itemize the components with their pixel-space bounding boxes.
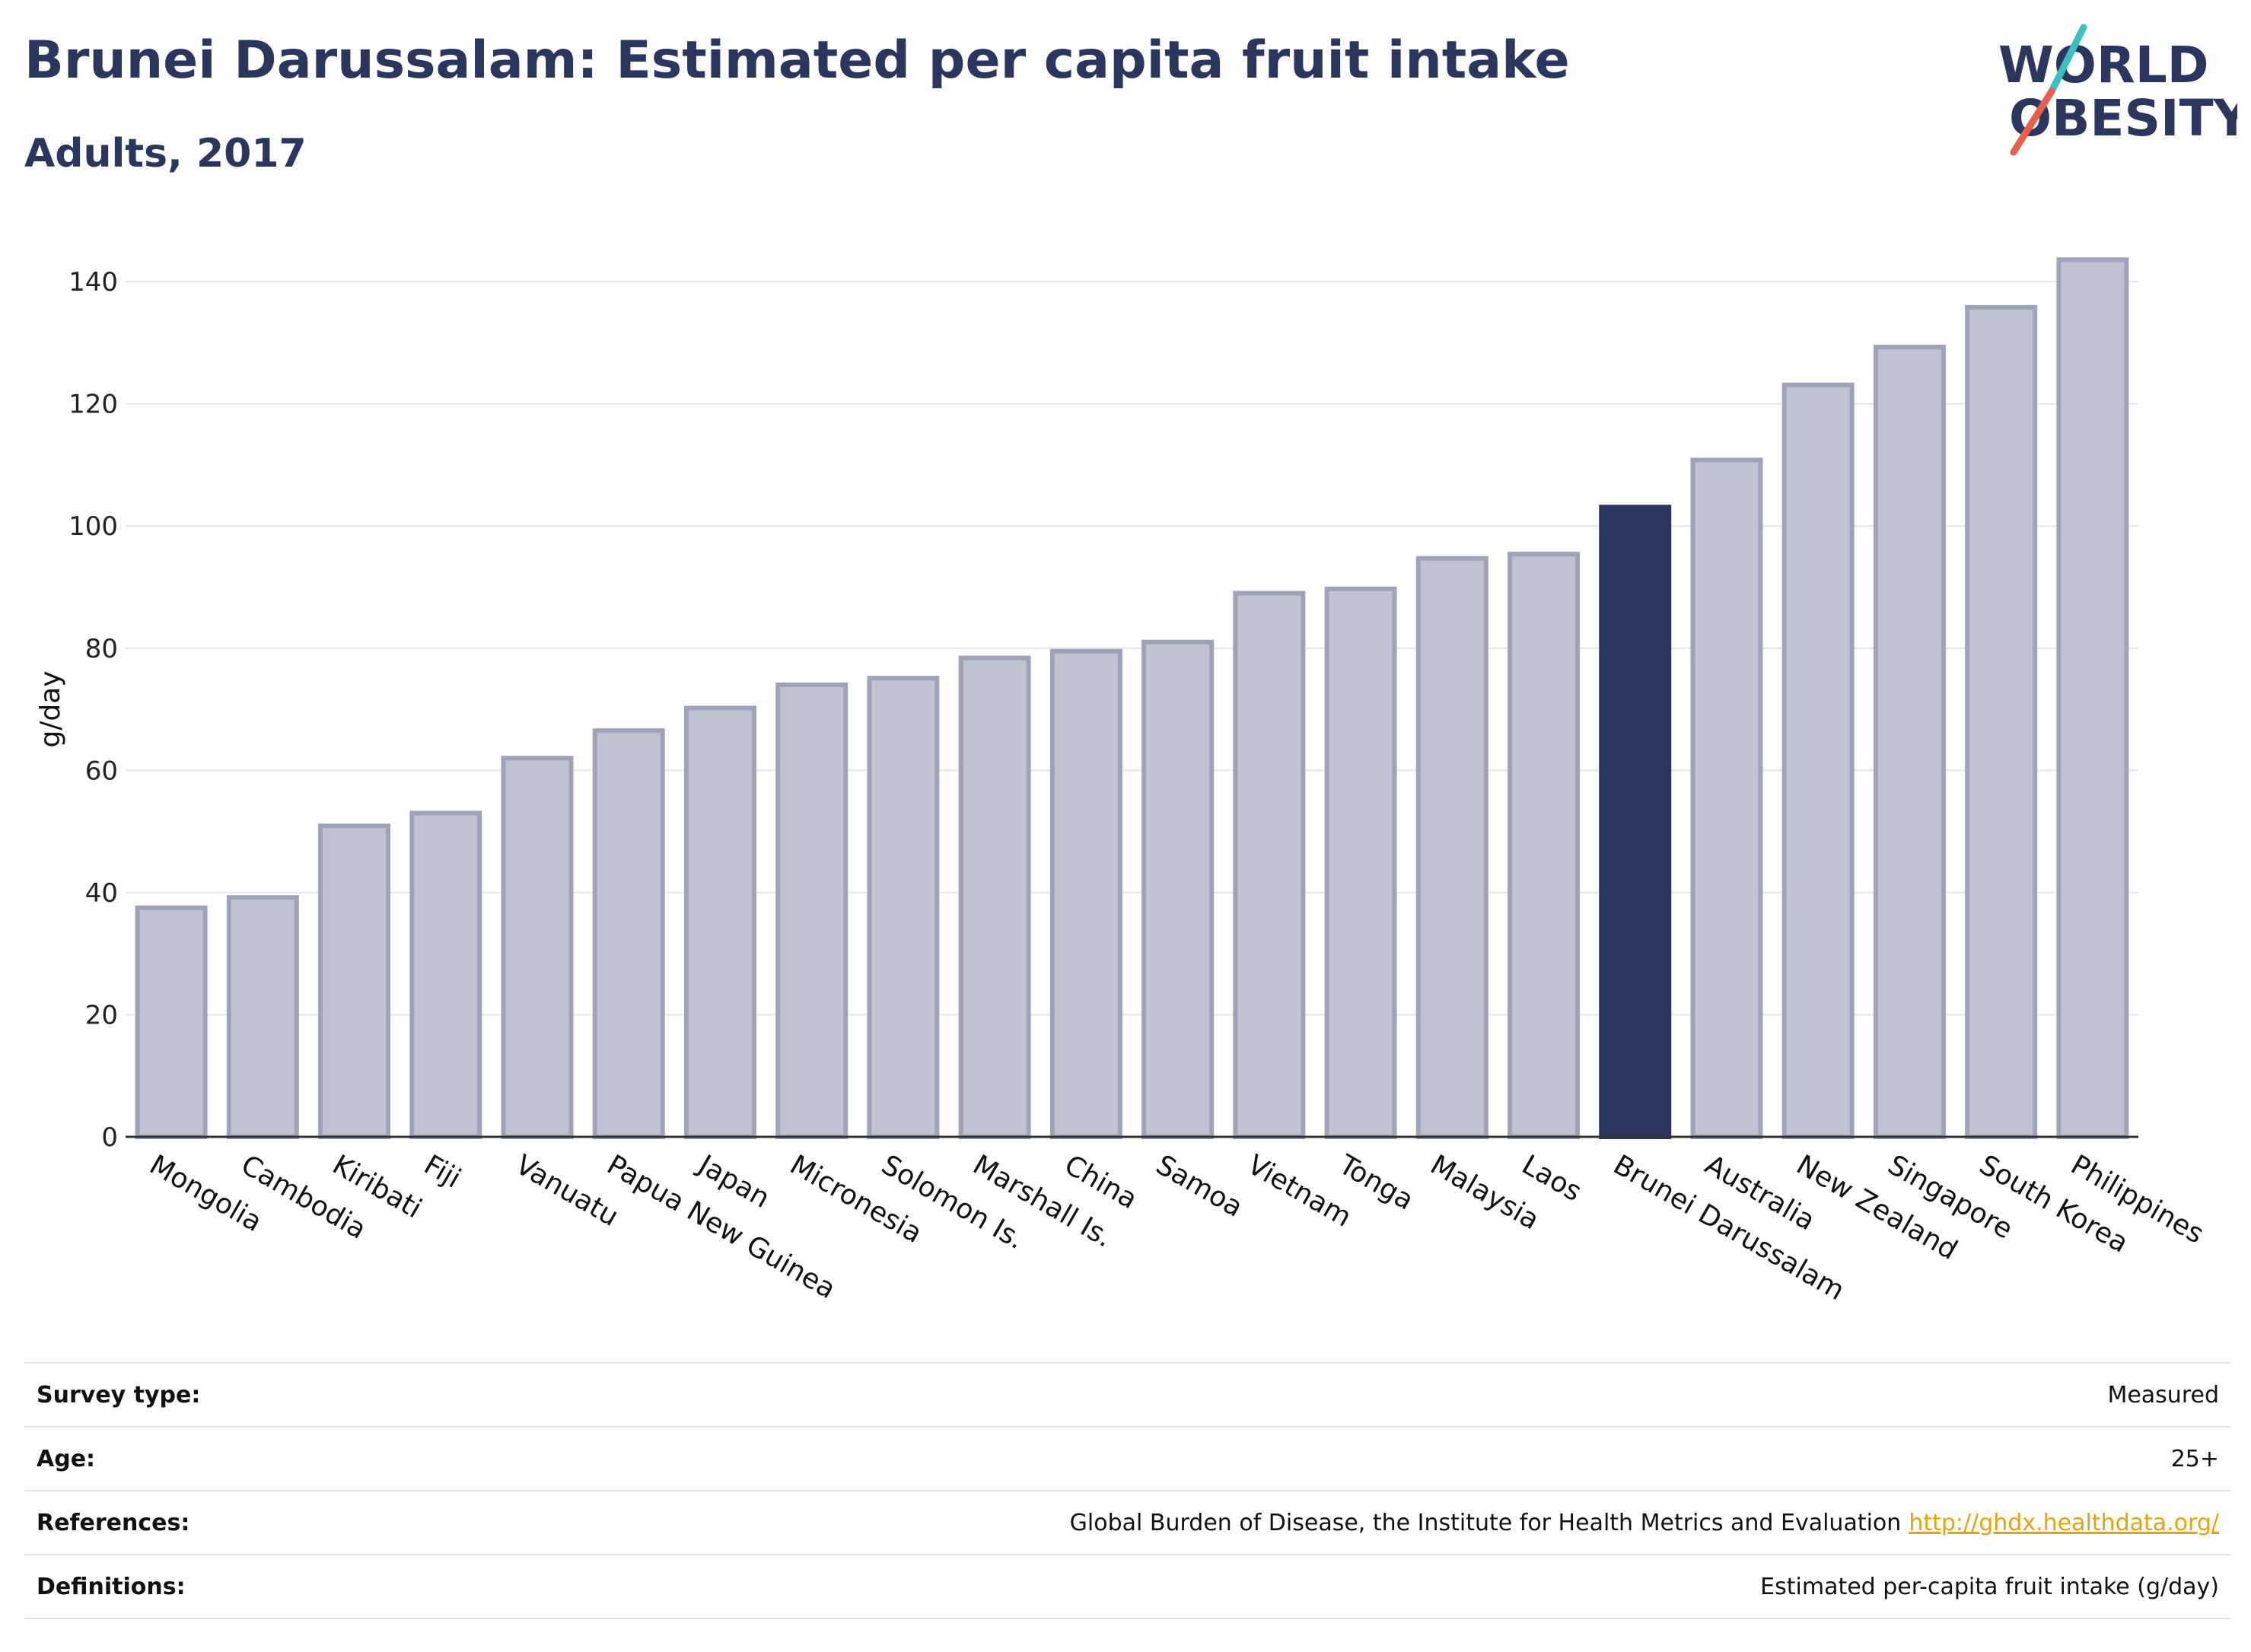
y-axis-ticks: 0 20 40 60 80 100 120 140	[68, 267, 118, 1153]
bar	[1781, 382, 1855, 1139]
info-row-references: References: Global Burden of Disease, th…	[24, 1491, 2231, 1555]
age-label: Age:	[37, 1445, 96, 1472]
bar	[592, 728, 665, 1139]
world-obesity-logo: WORLD OBESITY	[1998, 24, 2237, 156]
bar	[867, 676, 940, 1139]
info-row-survey-type: Survey type: Measured	[24, 1364, 2231, 1428]
survey-type-label: Survey type:	[37, 1381, 201, 1408]
survey-type-value: Measured	[2107, 1381, 2219, 1408]
bar	[409, 810, 482, 1140]
info-row-age: Age: 25+	[24, 1428, 2231, 1491]
bar	[1599, 505, 1672, 1139]
y-tick-label: 20	[85, 1000, 118, 1030]
bar	[135, 905, 208, 1140]
y-tick-label: 120	[68, 390, 118, 420]
bar	[1690, 457, 1763, 1139]
references-value: Global Burden of Disease, the Institute …	[1070, 1510, 2219, 1536]
bar	[1233, 590, 1306, 1139]
bar	[1141, 639, 1215, 1139]
bar	[775, 682, 849, 1139]
x-tick-label: Vietnam	[1242, 1149, 1356, 1233]
y-tick-label: 100	[68, 511, 118, 542]
y-axis-title: g/day	[35, 670, 66, 747]
y-tick-label: 140	[68, 267, 118, 298]
chart-title: Brunei Darussalam: Estimated per capita …	[24, 30, 1570, 91]
x-tick-label: Vanuatu	[510, 1149, 623, 1233]
y-tick-label: 60	[85, 756, 118, 786]
bar	[501, 756, 574, 1140]
age-value: 25+	[2170, 1445, 2219, 1472]
bar	[1873, 345, 1946, 1140]
bar	[683, 705, 756, 1139]
y-tick-label: 0	[101, 1122, 118, 1153]
info-table: Survey type: Measured Age: 25+ Reference…	[24, 1362, 2231, 1619]
bar	[1415, 555, 1488, 1139]
x-tick-label: Samoa	[1151, 1149, 1248, 1224]
bar	[226, 895, 299, 1139]
logo-text-world: WORLD	[1998, 36, 2209, 94]
chart-subtitle: Adults, 2017	[24, 131, 307, 177]
bar	[1049, 648, 1122, 1139]
bar	[958, 655, 1031, 1139]
references-link[interactable]: http://ghdx.healthdata.org/	[1909, 1509, 2219, 1536]
references-label: References:	[37, 1509, 190, 1536]
bar	[2056, 257, 2129, 1139]
definitions-label: Definitions:	[37, 1573, 186, 1600]
bar	[1324, 586, 1397, 1139]
bar	[1508, 552, 1581, 1139]
bars	[135, 257, 2129, 1140]
x-tick-label: Fiji	[419, 1149, 466, 1195]
logo-slash-red	[2010, 88, 2055, 156]
y-tick-label: 80	[85, 634, 118, 664]
bar	[318, 823, 391, 1139]
logo-slash-teal	[2048, 24, 2087, 95]
references-text: Global Burden of Disease, the Institute …	[1069, 1509, 1902, 1536]
info-row-definitions: Definitions: Estimated per-capita fruit …	[24, 1555, 2231, 1619]
bar	[1965, 304, 2038, 1140]
y-tick-label: 40	[85, 878, 118, 909]
definitions-value: Estimated per-capita fruit intake (g/day…	[1760, 1573, 2219, 1600]
